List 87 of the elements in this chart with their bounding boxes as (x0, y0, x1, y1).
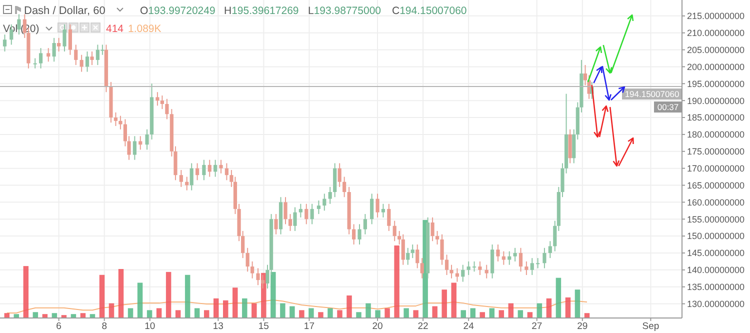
bar (99, 274, 105, 318)
bar (108, 303, 114, 318)
y-tick-label: 155.00000000 (687, 214, 745, 224)
y-tick-label: 170.00000000 (687, 164, 745, 174)
y-tick-label: 175.00000000 (687, 146, 745, 157)
text: Dash / Dollar, 60 (24, 5, 106, 17)
annotation: L193.98775000 (308, 5, 382, 17)
bar (242, 298, 248, 318)
y-tick-label: 195.00000000 (687, 78, 745, 89)
y-tick-label: 165.00000000 (687, 180, 745, 190)
bar (128, 308, 134, 318)
bar (498, 310, 504, 318)
bar (290, 306, 295, 318)
annotation: C194.15007060 (392, 5, 467, 17)
bar (23, 266, 29, 318)
bar (404, 308, 409, 318)
bar (175, 310, 181, 318)
bar (270, 272, 276, 318)
bar (565, 297, 571, 318)
bar (146, 310, 152, 318)
y-tick-label: 135.00000000 (687, 282, 745, 292)
x-tick-label: Sep (642, 321, 660, 332)
bar (442, 290, 447, 318)
bar (574, 290, 580, 318)
y-tick-label: 130.00000000 (687, 298, 745, 309)
y-tick-label: 150.00000000 (687, 231, 745, 242)
y-tick-label: 205.00000000 (687, 44, 745, 55)
bar (536, 303, 542, 318)
y-tick-label: 160.00000000 (687, 197, 745, 208)
bar (470, 308, 476, 318)
y-tick-label: 140.00000000 (687, 265, 745, 276)
x-tick-label: 13 (212, 321, 224, 332)
bar (337, 310, 342, 318)
x-tick-label: 24 (463, 321, 474, 332)
x-tick-label: 15 (258, 321, 269, 332)
y-tick-label: 185.00000000 (687, 112, 745, 123)
bar (508, 303, 514, 318)
bar (375, 310, 380, 318)
bar (232, 288, 238, 318)
bar (280, 303, 286, 318)
bar (451, 282, 456, 318)
bar (299, 310, 304, 318)
x-tick-label: 6 (56, 321, 62, 332)
bar (223, 300, 228, 318)
bar (318, 312, 324, 318)
x-tick-label: 10 (144, 321, 156, 332)
x-tick-label: 8 (102, 321, 107, 332)
y-tick-label: 215.00000000 (687, 11, 745, 22)
bar (213, 298, 219, 318)
annotation: O193.99720249 (140, 5, 216, 17)
bar (460, 310, 466, 318)
annotation: 00:37 (657, 102, 679, 112)
bar (204, 310, 210, 318)
bar (118, 269, 124, 318)
bar (366, 303, 371, 318)
y-tick-label: 190.00000000 (687, 96, 745, 106)
bar (137, 282, 143, 318)
x-tick-label: 22 (418, 321, 428, 332)
bar (489, 308, 495, 318)
y-tick-label: 180.00000000 (687, 130, 745, 140)
annotation: 1.089K (128, 23, 162, 35)
x-tick-label: 17 (304, 321, 315, 332)
x-tick-label: 29 (577, 321, 588, 332)
x-tick-label: 20 (372, 321, 383, 332)
bar (394, 245, 400, 318)
bar (156, 308, 162, 318)
y-tick-label: 200.00000000 (687, 62, 745, 72)
bar (346, 295, 352, 318)
ref-line-label: 194.15007060 (624, 89, 680, 100)
x-tick-label: 27 (532, 321, 542, 332)
bar (328, 308, 333, 318)
bar (384, 308, 390, 318)
bar (166, 272, 172, 318)
y-tick-label: 145.00000000 (687, 248, 745, 258)
annotation: 414 (106, 23, 124, 35)
bar (546, 298, 552, 318)
bar (413, 310, 418, 318)
bar (252, 303, 257, 318)
bar (356, 312, 362, 318)
bar (518, 310, 524, 318)
y-tick-label: 210.00000000 (687, 28, 745, 38)
bar (432, 306, 438, 318)
bar (194, 308, 200, 318)
bar (556, 278, 562, 318)
bar (308, 308, 314, 318)
bar (184, 274, 190, 318)
annotation: H195.39617269 (224, 5, 299, 17)
